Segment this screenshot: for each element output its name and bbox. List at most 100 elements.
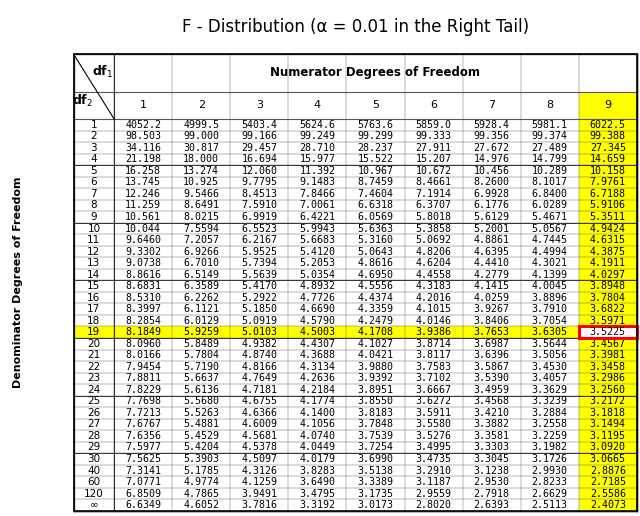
Text: 5.0103: 5.0103 bbox=[241, 327, 277, 337]
Text: 2.8233: 2.8233 bbox=[532, 477, 568, 487]
Text: 7.7698: 7.7698 bbox=[125, 396, 161, 407]
Text: 8.7459: 8.7459 bbox=[358, 178, 394, 187]
Text: 13: 13 bbox=[87, 258, 100, 268]
Text: 3.1238: 3.1238 bbox=[474, 465, 509, 476]
Text: 4.0045: 4.0045 bbox=[532, 281, 568, 291]
Text: 3.0920: 3.0920 bbox=[590, 442, 626, 453]
Text: 15.207: 15.207 bbox=[415, 154, 452, 165]
Text: 3: 3 bbox=[256, 100, 263, 110]
Text: 12.060: 12.060 bbox=[241, 166, 277, 176]
Text: df$_1$: df$_1$ bbox=[92, 64, 113, 80]
Text: 3.8117: 3.8117 bbox=[415, 350, 452, 360]
Text: 2.9530: 2.9530 bbox=[474, 477, 509, 487]
Text: 6.6318: 6.6318 bbox=[358, 200, 394, 211]
Text: 3.5138: 3.5138 bbox=[358, 465, 394, 476]
Text: 10.561: 10.561 bbox=[125, 212, 161, 222]
Text: 8.2600: 8.2600 bbox=[474, 178, 509, 187]
Text: 5.4881: 5.4881 bbox=[183, 420, 220, 429]
Text: 7.3141: 7.3141 bbox=[125, 465, 161, 476]
Text: 4.3126: 4.3126 bbox=[241, 465, 277, 476]
Text: 8.4513: 8.4513 bbox=[241, 189, 277, 199]
Text: 3.7583: 3.7583 bbox=[415, 362, 452, 372]
Text: 4.9382: 4.9382 bbox=[241, 338, 277, 349]
Text: 3.3629: 3.3629 bbox=[532, 385, 568, 395]
Text: 3.3458: 3.3458 bbox=[590, 362, 626, 372]
Text: Numerator Degrees of Freedom: Numerator Degrees of Freedom bbox=[271, 67, 481, 79]
Text: 3.1818: 3.1818 bbox=[590, 408, 626, 418]
Text: 3.2884: 3.2884 bbox=[532, 408, 568, 418]
Text: 3.7816: 3.7816 bbox=[241, 500, 277, 510]
Text: 5.0354: 5.0354 bbox=[300, 269, 335, 280]
Text: 5.3858: 5.3858 bbox=[415, 223, 452, 234]
Text: 5.1785: 5.1785 bbox=[183, 465, 220, 476]
Text: 6.9266: 6.9266 bbox=[183, 247, 220, 256]
Text: 5.2922: 5.2922 bbox=[241, 293, 277, 303]
Text: 5.1850: 5.1850 bbox=[241, 304, 277, 314]
Text: 7.8466: 7.8466 bbox=[300, 189, 335, 199]
Text: 3.7254: 3.7254 bbox=[358, 442, 394, 453]
Text: 3.8406: 3.8406 bbox=[474, 316, 509, 326]
Text: 5.6129: 5.6129 bbox=[474, 212, 509, 222]
Text: 26: 26 bbox=[87, 408, 100, 418]
Text: 27: 27 bbox=[87, 420, 100, 429]
Text: 3.8283: 3.8283 bbox=[300, 465, 335, 476]
Text: 99.000: 99.000 bbox=[183, 131, 220, 141]
Text: ∞: ∞ bbox=[90, 500, 98, 510]
Text: 3.9386: 3.9386 bbox=[415, 327, 452, 337]
Text: 4.8861: 4.8861 bbox=[474, 235, 509, 245]
Text: 4.4558: 4.4558 bbox=[415, 269, 452, 280]
Text: 15.522: 15.522 bbox=[358, 154, 394, 165]
Text: 3.8550: 3.8550 bbox=[358, 396, 394, 407]
Text: 7.5625: 7.5625 bbox=[125, 454, 161, 464]
Text: 8.2854: 8.2854 bbox=[125, 316, 161, 326]
Text: 27.911: 27.911 bbox=[415, 143, 452, 153]
Text: 2.9559: 2.9559 bbox=[415, 489, 452, 498]
Text: 6.8509: 6.8509 bbox=[125, 489, 161, 498]
Text: 4.5097: 4.5097 bbox=[241, 454, 277, 464]
Text: 7.0771: 7.0771 bbox=[125, 477, 161, 487]
Text: 10.289: 10.289 bbox=[532, 166, 568, 176]
Text: 5.3903: 5.3903 bbox=[183, 454, 220, 464]
Text: 4.7865: 4.7865 bbox=[183, 489, 220, 498]
Text: 3: 3 bbox=[91, 143, 97, 153]
Text: 3.4795: 3.4795 bbox=[300, 489, 335, 498]
Text: 6.1121: 6.1121 bbox=[183, 304, 220, 314]
Text: 10: 10 bbox=[87, 223, 100, 234]
Text: 3.5867: 3.5867 bbox=[474, 362, 509, 372]
Text: 12.246: 12.246 bbox=[125, 189, 161, 199]
Text: 8.1849: 8.1849 bbox=[125, 327, 161, 337]
Text: 3.7848: 3.7848 bbox=[358, 420, 394, 429]
Text: 4.5003: 4.5003 bbox=[300, 327, 335, 337]
Text: 7.8811: 7.8811 bbox=[125, 373, 161, 383]
Text: 3.9392: 3.9392 bbox=[358, 373, 394, 383]
Text: 3.3303: 3.3303 bbox=[474, 442, 509, 453]
Text: 3.6987: 3.6987 bbox=[474, 338, 509, 349]
Text: 4.7445: 4.7445 bbox=[532, 235, 568, 245]
Text: 6.0289: 6.0289 bbox=[532, 200, 568, 211]
Text: 10.672: 10.672 bbox=[415, 166, 452, 176]
Text: 15.977: 15.977 bbox=[300, 154, 335, 165]
Text: 5981.1: 5981.1 bbox=[532, 120, 568, 130]
Text: 3.3581: 3.3581 bbox=[474, 431, 509, 441]
Text: 3.5911: 3.5911 bbox=[415, 408, 452, 418]
Text: 99.374: 99.374 bbox=[532, 131, 568, 141]
Text: 3.6822: 3.6822 bbox=[590, 304, 626, 314]
Text: 6.0129: 6.0129 bbox=[183, 316, 220, 326]
Text: 99.333: 99.333 bbox=[415, 131, 452, 141]
Text: 3.7102: 3.7102 bbox=[415, 373, 452, 383]
Text: 3.2986: 3.2986 bbox=[590, 373, 626, 383]
Text: 5.6363: 5.6363 bbox=[358, 223, 394, 234]
Text: 5.0567: 5.0567 bbox=[532, 223, 568, 234]
Text: 14: 14 bbox=[87, 269, 100, 280]
Text: 4.6950: 4.6950 bbox=[358, 269, 394, 280]
Text: 4: 4 bbox=[314, 100, 321, 110]
Text: 7.9761: 7.9761 bbox=[590, 178, 626, 187]
Text: 16.694: 16.694 bbox=[241, 154, 277, 165]
Text: 3.0665: 3.0665 bbox=[590, 454, 626, 464]
Text: 5.4170: 5.4170 bbox=[241, 281, 277, 291]
Text: 6.2167: 6.2167 bbox=[241, 235, 277, 245]
Text: 2: 2 bbox=[91, 131, 97, 141]
Text: 16.258: 16.258 bbox=[125, 166, 161, 176]
Text: 2: 2 bbox=[198, 100, 205, 110]
Text: 99.249: 99.249 bbox=[300, 131, 335, 141]
